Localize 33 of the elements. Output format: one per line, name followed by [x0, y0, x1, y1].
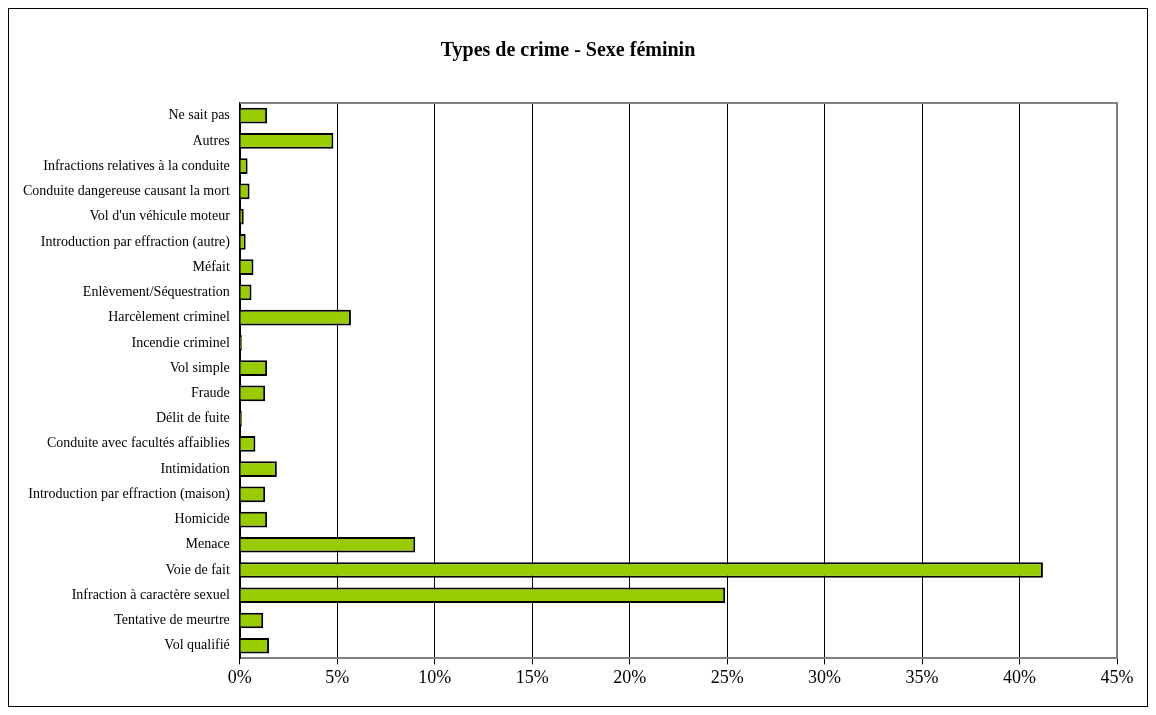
- y-tick-label: Menace: [185, 536, 230, 552]
- y-tick-label: Homicide: [174, 511, 230, 527]
- y-tick-label: Conduite avec facultés affaiblies: [46, 435, 230, 451]
- y-tick-label: Vol simple: [169, 359, 230, 375]
- y-tick-label: Enlèvement/Séquestration: [82, 284, 230, 300]
- y-tick-label: Introduction par effraction (maison): [28, 485, 231, 502]
- y-tick-label: Autres: [192, 132, 230, 148]
- y-tick-label: Vol qualifié: [164, 637, 230, 653]
- x-tick-label: 5%: [325, 666, 350, 687]
- y-tick-label: Infraction à caractère sexuel: [71, 586, 230, 602]
- x-tick-label: 20%: [613, 666, 647, 687]
- chart-title: Types de crime - Sexe féminin: [440, 38, 696, 62]
- x-tick-label: 0%: [227, 666, 252, 687]
- y-tick-label: Délit de fuite: [155, 410, 230, 426]
- x-tick-label: 30%: [808, 666, 842, 687]
- y-tick-label: Introduction par effraction (autre): [40, 233, 231, 250]
- x-tick-label: 35%: [905, 666, 939, 687]
- y-tick-label: Intimidation: [160, 460, 230, 476]
- y-tick-label: Voie de fait: [165, 561, 230, 577]
- y-tick-label: Harcèlement criminel: [108, 309, 230, 325]
- y-tick-label: Fraude: [190, 384, 230, 400]
- x-tick-label: 15%: [515, 666, 549, 687]
- x-tick-label: 45%: [1100, 666, 1134, 687]
- y-tick-label: Vol d'un véhicule moteur: [89, 208, 231, 224]
- y-tick-label: Méfait: [192, 258, 230, 274]
- x-tick-label: 25%: [710, 666, 744, 687]
- y-tick-label: Incendie criminel: [131, 334, 230, 350]
- y-tick-label: Ne sait pas: [168, 107, 230, 123]
- y-tick-label: Tentative de meurtre: [114, 612, 230, 628]
- x-tick-label: 40%: [1003, 666, 1037, 687]
- y-tick-label: Infractions relatives à la conduite: [43, 157, 230, 173]
- x-tick-label: 10%: [418, 666, 452, 687]
- y-tick-label: Conduite dangereuse causant la mort: [22, 183, 230, 199]
